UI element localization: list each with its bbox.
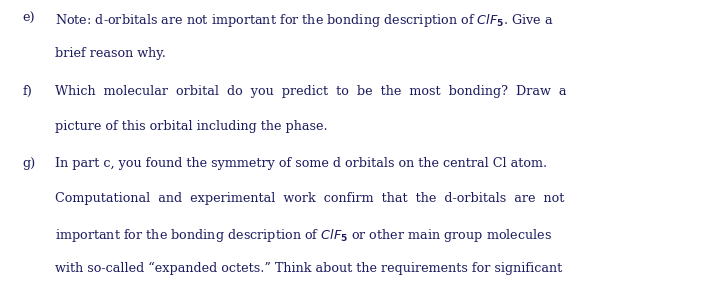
Text: important for the bonding description of $\mathit{ClF}_\mathbf{5}$ or other main: important for the bonding description of… (55, 227, 552, 244)
Text: In part c, you found the symmetry of some d orbitals on the central Cl atom.: In part c, you found the symmetry of som… (55, 157, 547, 170)
Text: Which  molecular  orbital  do  you  predict  to  be  the  most  bonding?  Draw  : Which molecular orbital do you predict t… (55, 85, 567, 98)
Text: picture of this orbital including the phase.: picture of this orbital including the ph… (55, 120, 328, 133)
Text: brief reason why.: brief reason why. (55, 47, 166, 60)
Text: f): f) (23, 85, 33, 98)
Text: with so-called “expanded octets.” Think about the requirements for significant: with so-called “expanded octets.” Think … (55, 262, 562, 276)
Text: Computational  and  experimental  work  confirm  that  the  d-orbitals  are  not: Computational and experimental work conf… (55, 192, 565, 205)
Text: Note: d-orbitals are not important for the bonding description of $\mathit{ClF}_: Note: d-orbitals are not important for t… (55, 12, 554, 29)
Text: e): e) (23, 12, 36, 25)
Text: g): g) (23, 157, 36, 170)
